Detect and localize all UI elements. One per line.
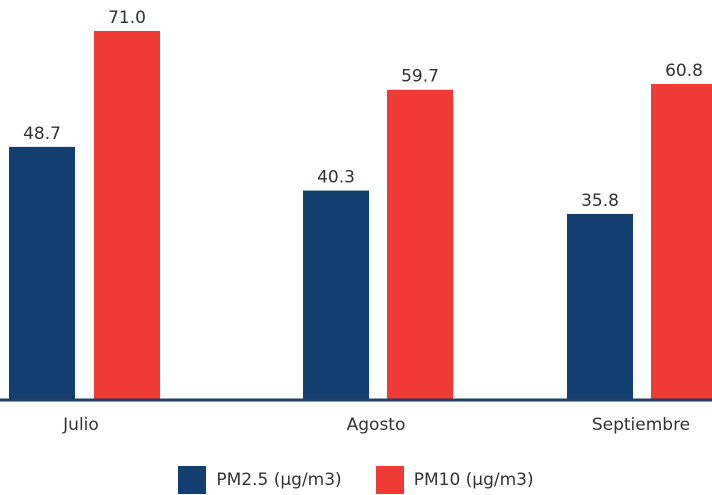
bars-group — [9, 31, 712, 401]
legend: PM2.5 (μg/m3) PM10 (μg/m3) — [0, 466, 712, 494]
legend-swatch-pm25 — [178, 466, 207, 494]
category-labels-group: Julio Agosto Septiembre — [62, 415, 690, 435]
value-label-pm25-agosto: 40.3 — [317, 168, 355, 188]
value-label-pm25-septiembre: 35.8 — [581, 191, 619, 211]
value-label-pm10-agosto: 59.7 — [401, 67, 439, 87]
legend-item-pm10: PM10 (μg/m3) — [375, 466, 534, 494]
value-labels-group: 48.7 40.3 35.8 71.0 59.7 60.8 — [23, 8, 703, 211]
bar-pm25-agosto — [303, 190, 369, 400]
bar-pm10-septiembre — [651, 84, 712, 401]
legend-item-pm25: PM2.5 (μg/m3) — [178, 466, 342, 494]
bar-pm25-septiembre — [567, 213, 633, 400]
bar-pm25-julio — [9, 146, 75, 400]
bar-pm10-julio — [94, 31, 160, 400]
category-label-agosto: Agosto — [347, 415, 406, 435]
value-label-pm10-septiembre: 60.8 — [665, 61, 703, 81]
bar-chart: 48.7 40.3 35.8 71.0 59.7 60.8 Julio Agosto Sept… — [0, 8, 712, 435]
value-label-pm10-julio: 71.0 — [108, 8, 146, 28]
legend-label-pm25: PM2.5 (μg/m3) — [216, 470, 342, 490]
category-label-septiembre: Septiembre — [592, 415, 690, 435]
value-label-pm25-julio: 48.7 — [23, 124, 61, 144]
legend-swatch-pm10 — [375, 466, 404, 494]
category-label-julio: Julio — [62, 415, 99, 435]
bar-pm10-agosto — [387, 89, 453, 400]
legend-label-pm10: PM10 (μg/m3) — [413, 470, 534, 490]
